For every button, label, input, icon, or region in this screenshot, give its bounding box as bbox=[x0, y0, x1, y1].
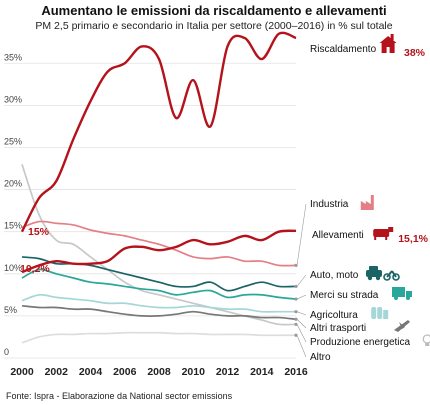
y-tick-label: 10% bbox=[4, 263, 22, 273]
start-value-label: 10,2% bbox=[20, 263, 50, 275]
car-moto-icon bbox=[366, 266, 400, 281]
lightbulb-icon bbox=[422, 334, 430, 346]
series-label: Produzione energetica bbox=[310, 337, 411, 348]
x-tick-label: 2006 bbox=[113, 366, 137, 378]
chart-title: Aumentano le emissioni da riscaldamento … bbox=[41, 3, 386, 18]
leader-line bbox=[296, 319, 307, 329]
y-tick-label: 35% bbox=[4, 52, 22, 62]
x-tick-label: 2010 bbox=[182, 366, 206, 378]
series-line-merci-su-strada bbox=[21, 268, 297, 300]
x-tick-label: 2016 bbox=[284, 366, 308, 378]
x-tick-label: 2012 bbox=[216, 366, 240, 378]
leader-line bbox=[296, 324, 307, 343]
series-lines bbox=[20, 31, 297, 344]
chart-subtitle: PM 2,5 primario e secondario in Italia p… bbox=[35, 20, 392, 32]
series-label: Auto, moto bbox=[310, 270, 359, 281]
series-line-riscaldamento bbox=[20, 31, 297, 233]
leader-line bbox=[296, 335, 307, 358]
source-note: Fonte: Ispra - Elaborazione da National … bbox=[6, 391, 233, 401]
end-dot bbox=[294, 317, 298, 321]
x-axis: 2000 2002 2004 2006 2008 2010 2012 2014 2016 bbox=[10, 366, 308, 378]
y-tick-label: 0 bbox=[4, 347, 9, 357]
silo-icon bbox=[371, 307, 389, 319]
end-dot bbox=[294, 297, 298, 301]
leader-line bbox=[296, 274, 307, 287]
start-value-label: 15% bbox=[28, 226, 50, 238]
series-label: Riscaldamento bbox=[310, 44, 377, 55]
series-line-allevamenti bbox=[21, 229, 297, 274]
series-line-industria bbox=[21, 220, 297, 267]
end-value-label: 38% bbox=[404, 47, 426, 59]
x-tick-label: 2004 bbox=[79, 366, 103, 378]
end-dot bbox=[294, 310, 298, 314]
y-tick-label: 25% bbox=[4, 136, 22, 146]
plane-icon bbox=[394, 320, 410, 332]
x-tick-label: 2000 bbox=[10, 366, 34, 378]
series-label: Altri trasporti bbox=[310, 323, 366, 334]
leader-line bbox=[296, 311, 307, 316]
series-line-altro bbox=[21, 331, 296, 344]
end-dot bbox=[294, 333, 298, 337]
end-dot bbox=[294, 284, 298, 289]
grid bbox=[4, 62, 296, 359]
cow-icon bbox=[373, 227, 394, 240]
y-tick-label: 15% bbox=[4, 221, 22, 231]
house-chimney-icon bbox=[379, 34, 397, 53]
x-tick-label: 2008 bbox=[147, 366, 171, 378]
leader-line bbox=[296, 294, 307, 300]
end-value-label: 15,1% bbox=[398, 233, 428, 245]
truck-icon bbox=[392, 287, 412, 300]
series-labels: Riscaldamento Allevamenti Industria Auto, m… bbox=[20, 34, 430, 363]
x-tick-label: 2014 bbox=[250, 366, 274, 378]
series-label: Agricoltura bbox=[310, 310, 358, 321]
y-axis: 0 5% 10% 15% 20% 25% 30% 35% bbox=[4, 52, 22, 357]
series-label: Industria bbox=[310, 199, 349, 210]
series-label: Altro bbox=[310, 352, 331, 363]
series-label: Allevamenti bbox=[312, 230, 364, 241]
end-dot bbox=[294, 322, 298, 326]
leader-line bbox=[296, 203, 307, 266]
factory-icon bbox=[360, 195, 374, 210]
x-tick-label: 2002 bbox=[45, 366, 69, 378]
y-tick-label: 30% bbox=[4, 94, 22, 104]
y-tick-label: 20% bbox=[4, 179, 22, 189]
series-label: Merci su strada bbox=[310, 290, 379, 301]
y-tick-label: 5% bbox=[4, 305, 17, 315]
series-line-altri-trasporti bbox=[21, 304, 297, 321]
end-dot bbox=[294, 263, 298, 267]
series-line-agricoltura bbox=[21, 293, 296, 313]
